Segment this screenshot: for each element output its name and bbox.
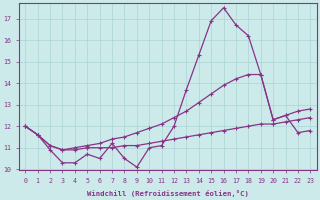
- X-axis label: Windchill (Refroidissement éolien,°C): Windchill (Refroidissement éolien,°C): [87, 190, 249, 197]
